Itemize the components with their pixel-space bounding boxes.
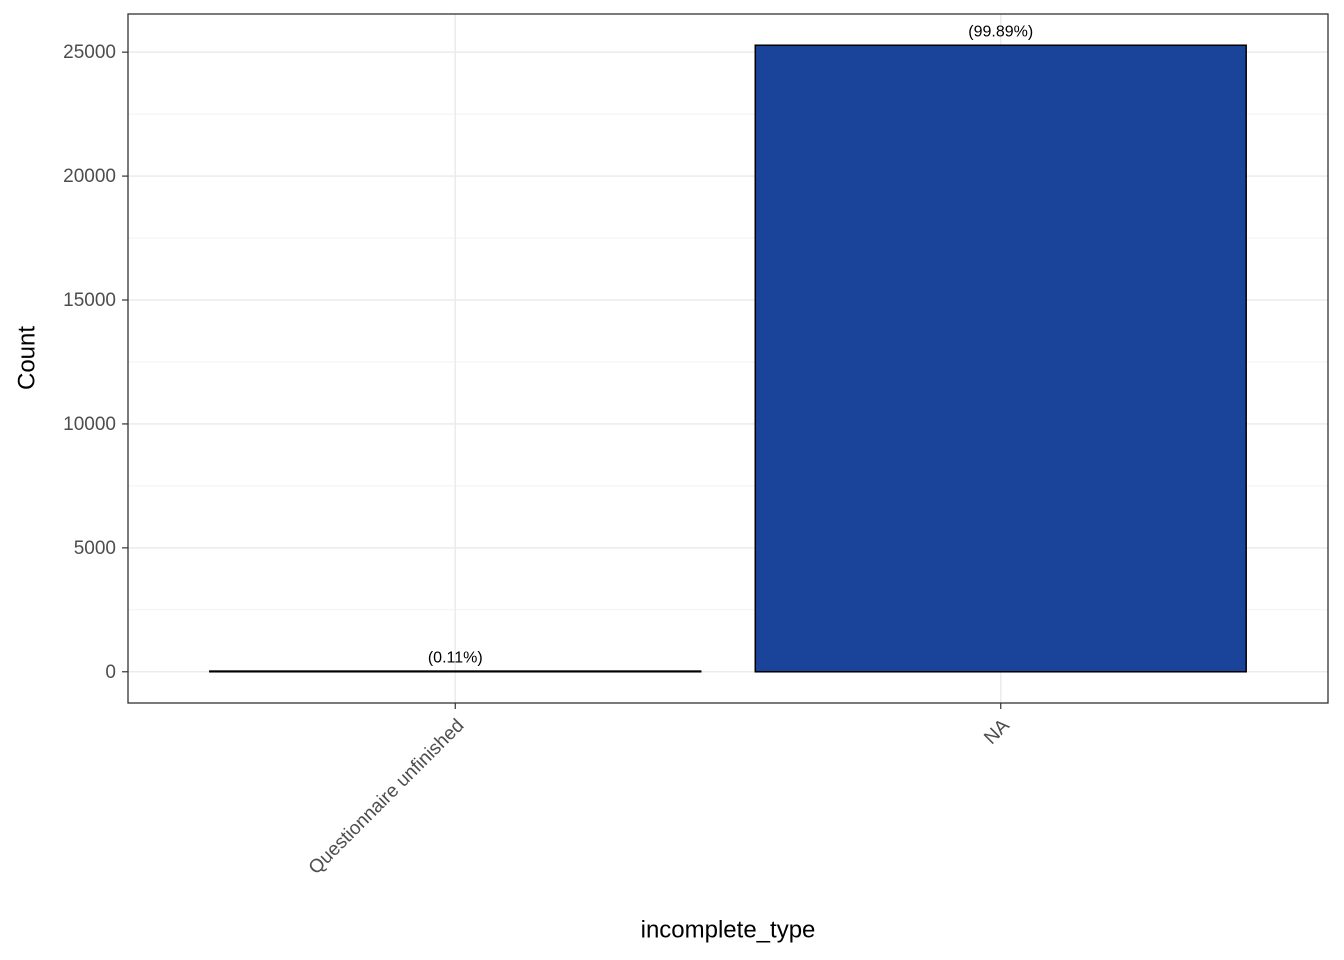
panel-border xyxy=(127,13,1329,704)
bar xyxy=(209,670,702,673)
bar xyxy=(754,44,1247,673)
y-tick-label: 20000 xyxy=(63,166,116,187)
bar-annotation: (99.89%) xyxy=(968,23,1033,40)
y-tick-label: 15000 xyxy=(63,290,116,311)
x-axis-title: incomplete_type xyxy=(641,916,816,943)
y-tick-label: 0 xyxy=(105,662,116,683)
y-tick-label: 5000 xyxy=(74,538,116,559)
y-tick-label: 25000 xyxy=(63,42,116,63)
bar-annotation: (0.11%) xyxy=(428,649,483,666)
y-tick-label: 10000 xyxy=(63,414,116,435)
y-axis-title: Count xyxy=(13,326,40,390)
